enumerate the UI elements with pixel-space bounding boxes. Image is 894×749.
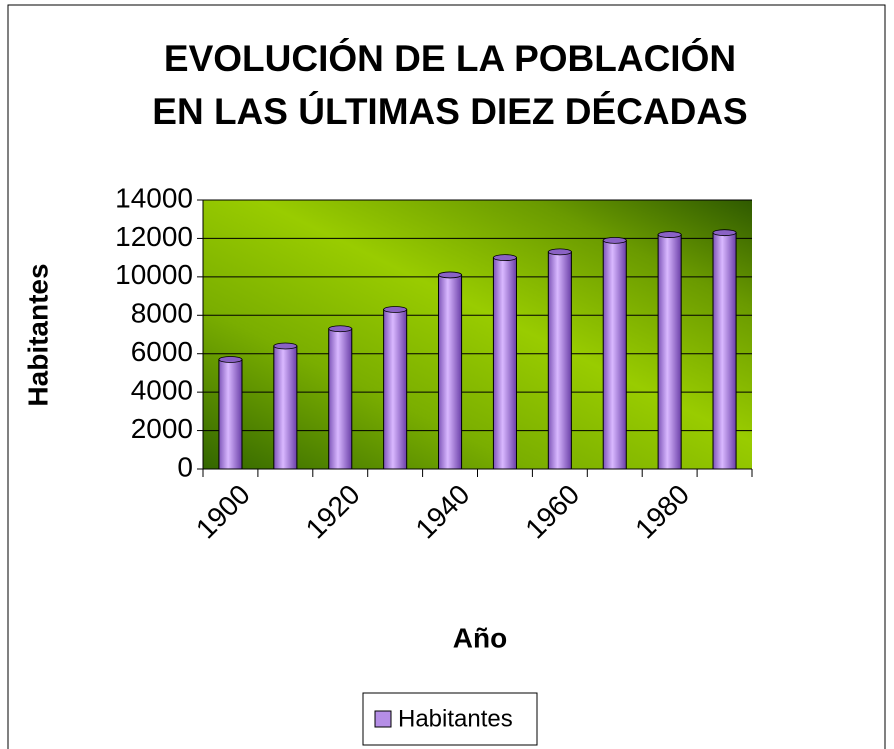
x-tick-label: 1960 (519, 479, 585, 545)
x-tick-label: 1920 (300, 479, 366, 545)
bar (273, 345, 298, 470)
legend-label: Habitantes (398, 705, 513, 732)
y-axis-label: Habitantes (22, 263, 53, 406)
y-tick-label: 4000 (131, 375, 193, 406)
bar (602, 239, 627, 470)
bar (492, 257, 517, 470)
bar-top (602, 236, 627, 244)
bar (328, 328, 353, 470)
y-tick-label: 2000 (131, 413, 193, 444)
bar (438, 274, 463, 470)
bar (218, 358, 243, 470)
chart-title: EVOLUCIÓN DE LA POBLACIÓN EN LAS ÚLTIMAS… (152, 38, 748, 132)
bar-top (438, 271, 462, 279)
y-tick-label: 0 (177, 451, 193, 482)
bar (657, 234, 682, 470)
bar (712, 232, 737, 470)
y-tick-label: 6000 (131, 336, 193, 367)
bar-top (547, 248, 572, 256)
x-tick-label: 1940 (410, 479, 476, 545)
bar-top (383, 306, 408, 313)
bar-top (218, 356, 243, 363)
bar-top (273, 342, 298, 350)
chart-border (7, 4, 886, 749)
y-tick-label: 8000 (131, 298, 193, 329)
bar-top (493, 254, 517, 262)
bar-top (657, 231, 682, 238)
legend-swatch (374, 710, 392, 728)
x-tick-label: 1980 (629, 479, 695, 545)
y-tick-label: 10000 (115, 259, 193, 290)
x-tick-label: 1900 (190, 479, 256, 545)
y-tick-label: 12000 (115, 221, 193, 252)
bar-top (328, 325, 353, 333)
bar (547, 251, 572, 470)
bar (383, 309, 408, 470)
x-axis-label: Año (453, 622, 507, 653)
bar-top (712, 229, 737, 237)
legend-box (362, 692, 538, 746)
y-tick-label: 14000 (115, 182, 193, 213)
